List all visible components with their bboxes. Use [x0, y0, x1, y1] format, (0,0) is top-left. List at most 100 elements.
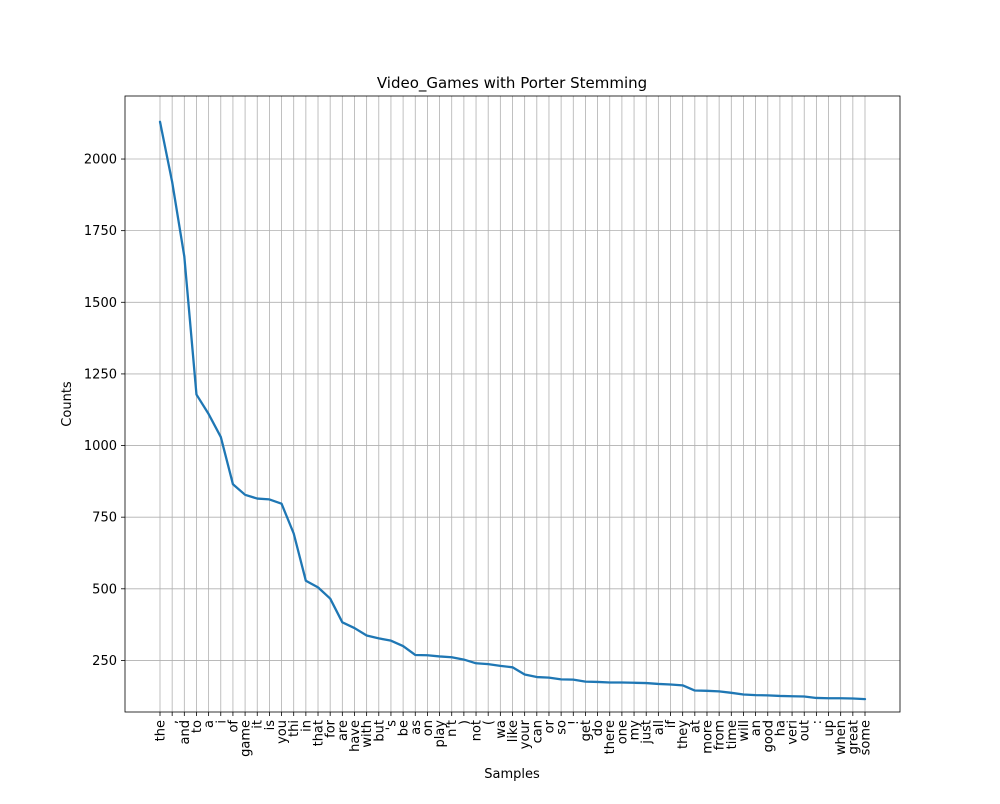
data-point — [194, 392, 199, 397]
x-tick-label: for — [324, 719, 339, 738]
x-tick-label: up — [822, 720, 837, 737]
x-tick-label: my — [628, 720, 643, 741]
x-tick-label: with — [360, 720, 375, 748]
x-tick-label: ha — [773, 720, 788, 736]
x-tick-label: if — [664, 720, 679, 729]
data-point — [328, 596, 333, 601]
data-point — [704, 688, 709, 693]
data-point — [850, 696, 855, 701]
x-tick-label: have — [348, 720, 363, 752]
x-tick-label: as — [409, 720, 424, 735]
data-point — [802, 694, 807, 699]
data-point — [255, 496, 260, 501]
x-tick-label: will — [737, 720, 752, 741]
x-tick-label: all — [652, 720, 667, 735]
x-tick-label: ) — [457, 720, 472, 725]
x-tick-label: : — [810, 720, 825, 724]
data-point — [583, 679, 588, 684]
y-tick-label: 500 — [92, 582, 117, 597]
data-point — [790, 694, 795, 699]
x-tick-label: there — [603, 720, 618, 754]
x-tick-label: get — [579, 720, 594, 741]
data-point — [230, 482, 235, 487]
x-tick-label: like — [506, 720, 521, 742]
data-point — [303, 578, 308, 583]
series-line — [158, 120, 867, 701]
x-tick-label: one — [615, 720, 630, 744]
data-point — [814, 695, 819, 700]
x-tick-label: are — [336, 720, 351, 741]
data-point — [656, 681, 661, 686]
x-tick-label: when — [834, 720, 849, 755]
data-point — [437, 654, 442, 659]
x-tick-label: play — [433, 720, 448, 748]
x-tick-label: not — [470, 720, 485, 741]
data-point — [741, 692, 746, 697]
x-tick-label: an — [749, 720, 764, 736]
x-tick-label: you — [275, 720, 290, 744]
x-tick-label: thi — [287, 720, 302, 737]
data-point — [413, 652, 418, 657]
data-point — [838, 696, 843, 701]
data-point — [267, 497, 272, 502]
x-tick-label: on — [421, 720, 436, 736]
data-point — [717, 689, 722, 694]
plot-frame — [124, 95, 901, 713]
data-point — [632, 680, 637, 685]
x-axis-ticks: the,andtoaiofgameitisyouthiinthatforareh… — [154, 712, 874, 757]
x-tick-label: from — [713, 720, 728, 750]
x-tick-label: , — [166, 720, 181, 724]
data-point — [486, 662, 491, 667]
x-tick-label: be — [397, 720, 412, 736]
data-point — [279, 501, 284, 506]
x-tick-label: your — [518, 719, 533, 749]
x-tick-label: and — [178, 720, 193, 744]
y-tick-label: 1750 — [84, 224, 117, 239]
data-point — [425, 653, 430, 658]
x-tick-label: so — [555, 720, 570, 735]
x-tick-label: the — [154, 720, 169, 741]
data-point — [559, 677, 564, 682]
x-tick-label: or — [542, 719, 557, 733]
data-point — [607, 680, 612, 685]
series-layer — [158, 119, 868, 702]
data-point — [340, 620, 345, 625]
y-tick-label: 1250 — [84, 367, 117, 382]
data-point — [206, 412, 211, 417]
x-tick-label: of — [226, 720, 241, 733]
data-point — [668, 682, 673, 687]
data-point — [534, 675, 539, 680]
data-point — [376, 636, 381, 641]
data-point — [352, 626, 357, 631]
x-tick-label: 's — [384, 720, 399, 731]
y-tick-label: 2000 — [84, 153, 117, 168]
x-tick-label: ( — [482, 720, 497, 725]
data-point — [753, 693, 758, 698]
y-tick-label: 750 — [92, 511, 117, 526]
data-point — [498, 663, 503, 668]
data-point — [680, 683, 685, 688]
data-point — [316, 585, 321, 590]
data-point — [291, 531, 296, 536]
y-axis-ticks: 250 500 750 1000 1250 1500 1750 2000 — [84, 153, 125, 669]
x-tick-label: that — [312, 720, 327, 746]
x-tick-label: do — [591, 720, 606, 736]
x-tick-label: wa — [494, 720, 509, 739]
x-tick-label: but — [372, 720, 387, 742]
data-point — [158, 119, 163, 124]
data-point — [595, 679, 600, 684]
x-tick-label: more — [700, 720, 715, 754]
y-axis-label: Counts — [60, 381, 75, 427]
x-tick-label: they — [676, 720, 691, 749]
data-point — [461, 657, 466, 662]
data-point — [546, 675, 551, 680]
data-point — [863, 697, 868, 702]
data-point — [218, 434, 223, 439]
x-tick-label: veri — [786, 720, 801, 745]
x-tick-label: game — [239, 720, 254, 757]
y-tick-label: 1000 — [84, 439, 117, 454]
data-point — [170, 179, 175, 184]
x-tick-label: just — [640, 720, 655, 745]
